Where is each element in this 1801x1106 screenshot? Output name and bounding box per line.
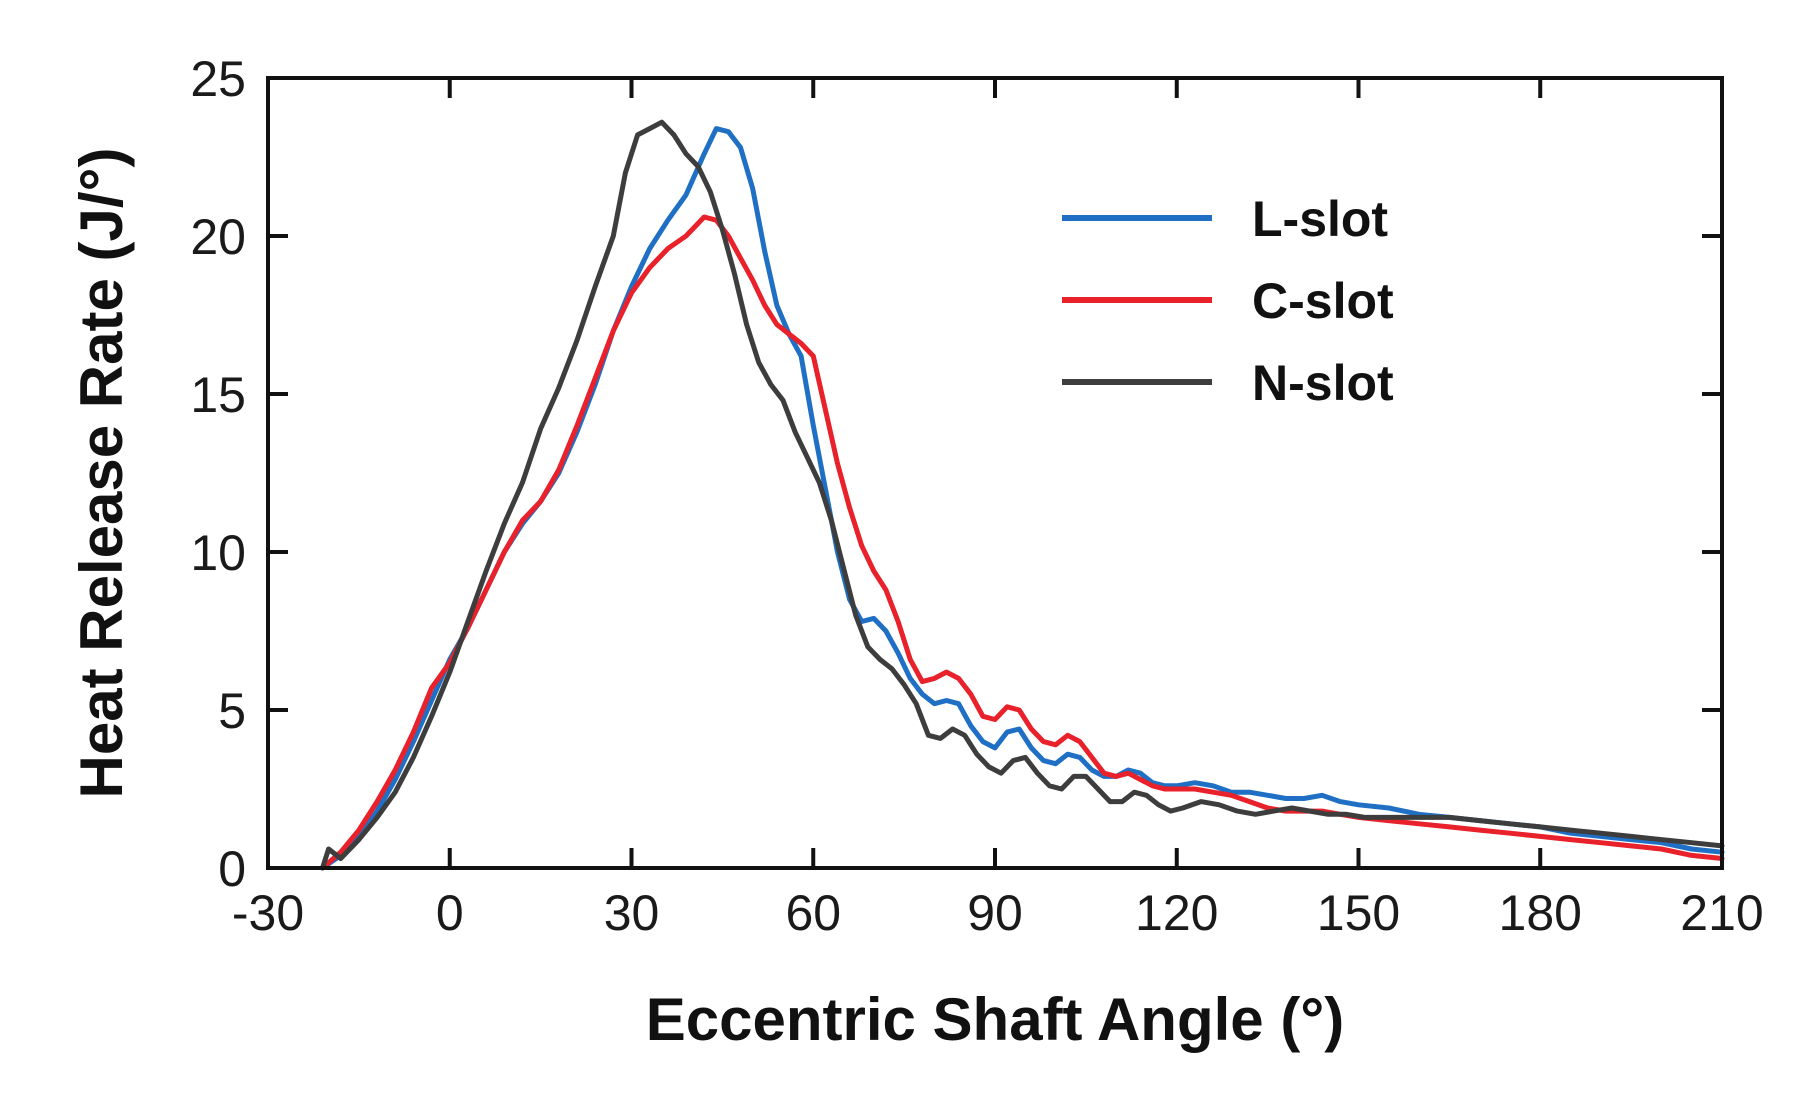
y-tick-label: 20: [190, 209, 246, 265]
series-line-n-slot: [320, 119, 1725, 871]
x-tick-label: 150: [1317, 885, 1400, 941]
legend-label-l-slot: L-slot: [1252, 191, 1388, 247]
y-tick-label: 25: [190, 51, 246, 107]
x-tick-label: -30: [232, 885, 304, 941]
x-tick-label: 180: [1499, 885, 1582, 941]
y-tick-label: 5: [218, 683, 246, 739]
y-axis-title: Heat Release Rate (J/°): [68, 148, 135, 799]
y-tick-label: 15: [190, 367, 246, 423]
y-tick-label: 0: [218, 841, 246, 897]
y-tick-label: 10: [190, 525, 246, 581]
legend: L-slot C-slot N-slot: [1062, 191, 1394, 411]
x-tick-label: 120: [1135, 885, 1218, 941]
x-axis-title: Eccentric Shaft Angle (°): [646, 986, 1345, 1053]
series-layer: [320, 119, 1725, 871]
x-tick-label: 60: [785, 885, 841, 941]
x-tick-label: 90: [967, 885, 1023, 941]
x-tick-label: 210: [1680, 885, 1763, 941]
x-tick-label: 30: [604, 885, 660, 941]
y-axis-ticks: 0 5 10 15 20 25: [190, 51, 1722, 897]
x-tick-label: 0: [436, 885, 464, 941]
legend-label-n-slot: N-slot: [1252, 355, 1394, 411]
legend-label-c-slot: C-slot: [1252, 273, 1394, 329]
x-axis-ticks: -30 0 30 60 90 120 150 180 210: [232, 78, 1764, 941]
